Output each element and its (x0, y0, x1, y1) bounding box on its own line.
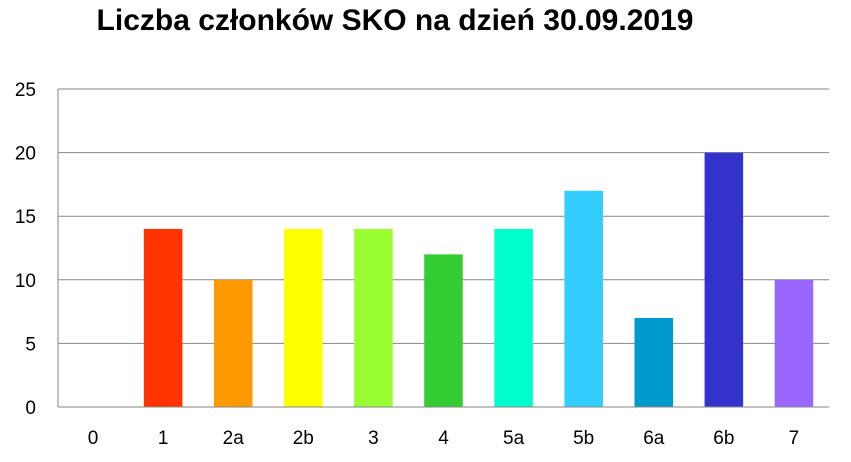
y-tick-labels: 0 5 10 15 20 25 (15, 80, 36, 419)
x-tick-label: 5a (503, 428, 525, 449)
x-tick-label: 5b (573, 428, 594, 449)
x-tick-label: 4 (438, 428, 449, 449)
bar-6b (704, 152, 744, 407)
x-tick-label: 7 (789, 428, 800, 449)
y-tick-label: 0 (25, 398, 36, 419)
bar-3 (354, 228, 393, 407)
axes (57, 89, 829, 408)
x-tick-label: 3 (368, 428, 379, 449)
bar-2b (284, 228, 323, 407)
x-tick-label: 0 (88, 428, 99, 449)
bars (143, 152, 814, 407)
chart-title: Liczba członków SKO na dzień 30.09.2019 (96, 4, 694, 37)
bar-2a (213, 279, 253, 407)
y-tick-label: 5 (25, 334, 36, 355)
x-tick-label: 2a (223, 428, 245, 449)
y-tick-label: 25 (15, 80, 36, 101)
bar-5b (564, 190, 603, 407)
y-tick-label: 20 (15, 144, 36, 165)
bar-7 (774, 279, 814, 407)
x-tick-label: 1 (158, 428, 169, 449)
bar-1 (143, 228, 183, 407)
x-tick-label: 2b (293, 428, 314, 449)
x-tick-label: 6b (713, 428, 734, 449)
y-tick-label: 15 (15, 207, 36, 228)
x-tick-label: 6a (643, 428, 665, 449)
x-tick-labels: 0 1 2a 2b 3 4 5a 5b 6a 6b 7 (88, 428, 799, 449)
bar-6a (634, 317, 674, 407)
bar-5a (494, 228, 533, 407)
y-tick-label: 10 (15, 271, 36, 292)
bar-4 (424, 254, 463, 407)
